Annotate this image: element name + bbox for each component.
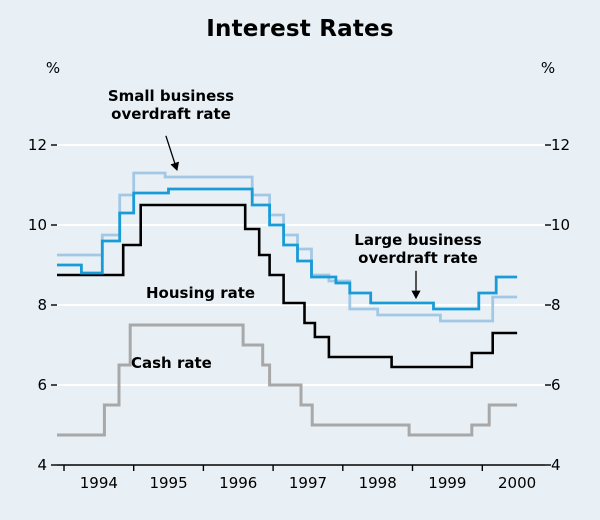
annotation-cash-rate: Cash rate: [131, 354, 212, 372]
y-axis-label-right: 6: [551, 376, 561, 394]
y-axis-label-right: 10: [551, 216, 571, 234]
x-axis-label: 1995: [149, 474, 188, 492]
annotation-housing-rate: Housing rate: [146, 284, 256, 302]
x-axis-label: 1997: [288, 474, 328, 492]
y-axis-label-right: 12: [551, 136, 571, 154]
series-line-cash: [57, 323, 518, 437]
y-axis-unit-left: %: [45, 59, 61, 77]
chart-title: Interest Rates: [206, 16, 394, 42]
x-axis-label: 1996: [219, 474, 258, 492]
y-axis-label-left: 10: [27, 216, 47, 234]
x-axis-label: 1994: [79, 474, 118, 492]
y-axis-label-right: 4: [551, 456, 561, 474]
y-axis-label-left: 8: [37, 296, 47, 314]
series-line-large-business: [57, 187, 518, 311]
y-axis-label-left: 6: [37, 376, 47, 394]
x-axis-label: 2000: [498, 474, 537, 492]
annotation-arrow-small-business: [165, 135, 180, 172]
x-axis-label: 1999: [428, 474, 467, 492]
series-line-housing: [57, 203, 518, 369]
y-axis-label-left: 4: [37, 456, 47, 474]
series-line-small-business: [57, 171, 518, 323]
annotation-small-business-overdraft-rate: Small business overdraft rate: [107, 87, 235, 123]
annotation-large-business-overdraft-rate: Large business overdraft rate: [354, 231, 482, 267]
y-axis-label-left: 12: [27, 136, 47, 154]
y-axis-unit-right: %: [540, 59, 556, 77]
y-axis-label-right: 8: [551, 296, 561, 314]
x-axis-label: 1998: [358, 474, 397, 492]
